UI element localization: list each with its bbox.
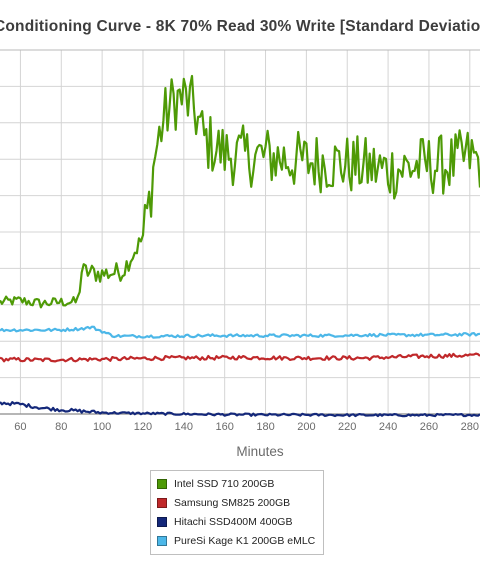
x-tick-label: 260 xyxy=(420,421,438,433)
x-axis-title: Minutes xyxy=(236,444,284,459)
series-lines xyxy=(0,74,480,418)
series-line-2 xyxy=(0,401,480,418)
x-tick-label: 180 xyxy=(256,421,274,433)
series-line-0 xyxy=(0,74,480,309)
series-line-3 xyxy=(0,325,480,339)
x-tick-label: 80 xyxy=(55,421,67,433)
x-tick-labels: 60 80 100 120 140 160 180 200 220 240 260 280 xyxy=(14,421,479,433)
legend-swatch xyxy=(157,478,167,489)
legend-swatch xyxy=(157,535,167,546)
legend-item: Intel SSD 710 200GB xyxy=(157,474,317,493)
series-line-1 xyxy=(0,352,480,363)
legend-label: Intel SSD 710 200GB xyxy=(174,477,275,490)
x-tick-label: 280 xyxy=(461,421,479,433)
legend-label: PureSi Kage K1 200GB eMLC xyxy=(174,534,316,547)
legend-label: Hitachi SSD400M 400GB xyxy=(174,515,293,528)
legend-swatch xyxy=(157,516,167,527)
x-tick-label: 120 xyxy=(134,421,152,433)
x-tick-label: 200 xyxy=(297,421,315,433)
legend: Intel SSD 710 200GB Samsung SM825 200GB Hi… xyxy=(150,470,324,555)
x-tick-label: 140 xyxy=(175,421,193,433)
x-tick-label: 60 xyxy=(14,421,26,433)
x-tick-label: 160 xyxy=(216,421,234,433)
legend-item: Hitachi SSD400M 400GB xyxy=(157,512,317,531)
x-tick-label: 100 xyxy=(93,421,111,433)
legend-swatch xyxy=(157,497,167,508)
x-tick-label: 220 xyxy=(338,421,356,433)
legend-item: Samsung SM825 200GB xyxy=(157,493,317,512)
legend-item: PureSi Kage K1 200GB eMLC xyxy=(157,531,317,550)
x-tick-label: 240 xyxy=(379,421,397,433)
chart-title: Conditioning Curve - 8K 70% Read 30% Wri… xyxy=(0,18,480,35)
legend-label: Samsung SM825 200GB xyxy=(174,496,291,509)
